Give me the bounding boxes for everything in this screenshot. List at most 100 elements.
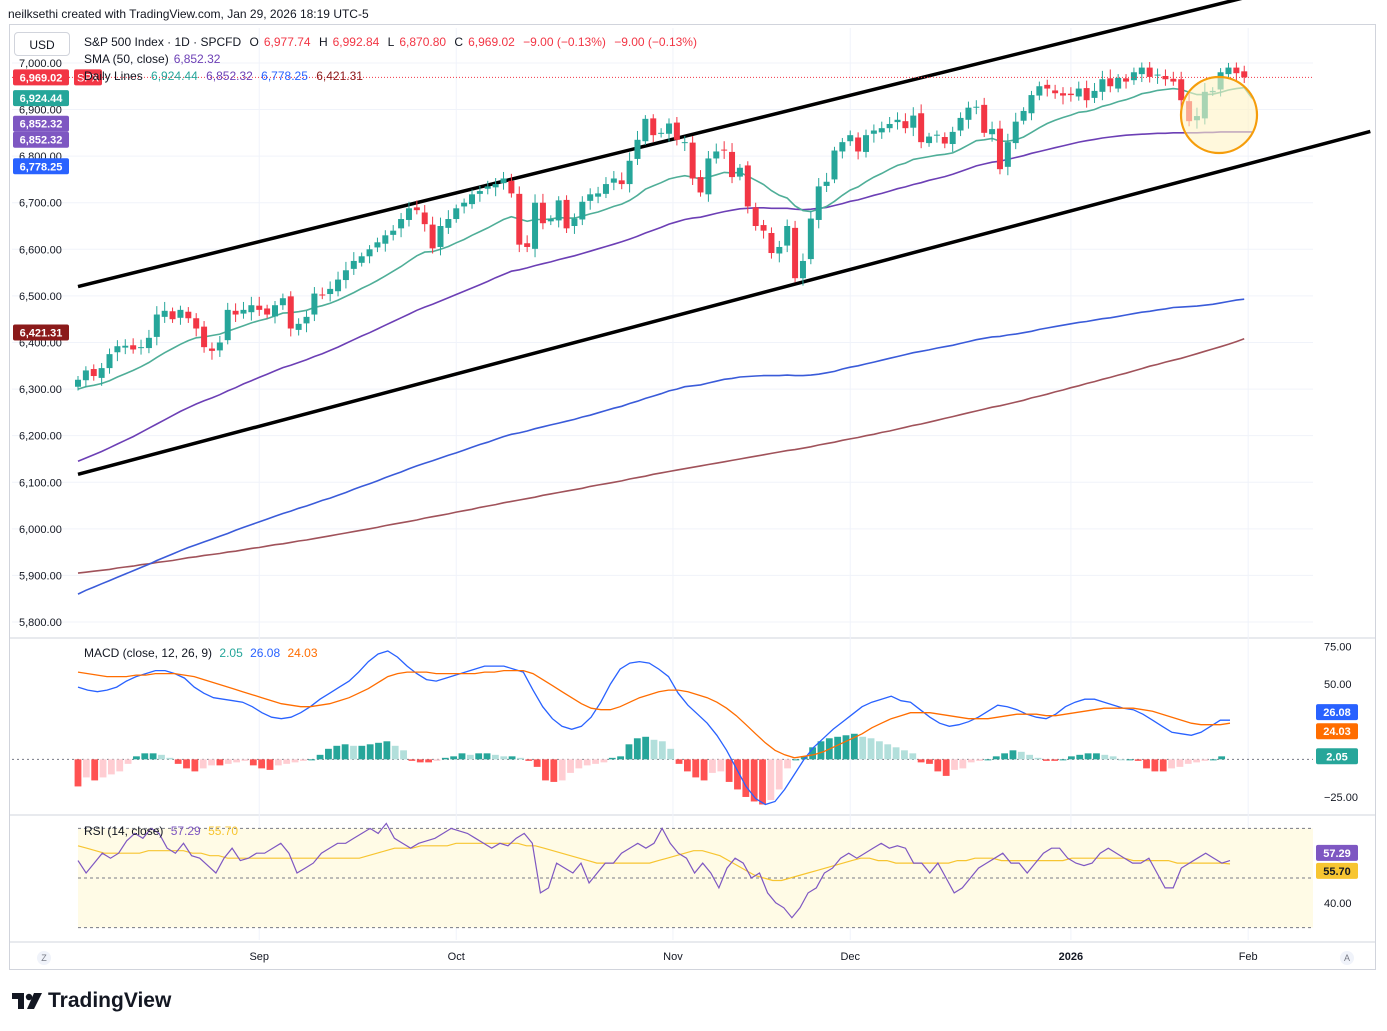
candle-body [1115,77,1122,89]
macd-histogram-bar [667,748,675,760]
macd-histogram-bar [575,759,583,769]
candle-body [784,226,791,246]
candle-body [650,118,657,136]
macd-legend[interactable]: MACD (close, 12, 26, 9) 2.05 26.08 24.03 [84,646,322,660]
macd-histogram-bar [107,759,115,775]
price-axis-tick: 6,700.00 [19,198,62,210]
macd-histogram-bar [984,759,992,761]
candle-body [941,137,948,144]
candle-body [721,149,728,151]
candle-body [256,305,263,310]
price-axis-tick: 6,100.00 [19,477,62,489]
candle-body [1138,67,1145,75]
candle-body [815,186,822,220]
sma-legend[interactable]: SMA (50, close) 6,852.32 [84,52,225,66]
macd-histogram-bar [625,744,633,760]
ohlc-high-key: H [318,35,328,49]
rsi-legend[interactable]: RSI (14, close) 57.29 55.70 [84,824,242,838]
macd-histogram-bar [350,745,357,760]
candle-body [177,309,184,318]
candle-body [673,122,680,140]
candle-body [626,160,633,185]
macd-histogram-bar [650,739,658,760]
macd-histogram-bar [316,754,324,760]
candle-body [1123,78,1130,82]
macd-histogram-bar [174,759,182,764]
candle-body [335,279,342,292]
candle-body [342,270,349,281]
candle-body [736,167,743,177]
zoom-button[interactable]: Z [37,951,51,965]
price-axis-tick: 6,300.00 [19,384,62,396]
macd-histogram-bar [483,753,491,760]
candle-body [996,128,1003,170]
candle-body [279,298,286,306]
candle-body [555,200,562,221]
macd-histogram-bar [558,759,566,781]
currency-button[interactable]: USD [14,32,70,56]
macd-histogram-bar [283,759,291,764]
macd-histogram-bar [709,759,716,773]
candle-body [437,226,444,247]
macd-histogram-bar [82,759,90,778]
candle-body [114,346,121,353]
macd-histogram-bar [291,759,299,763]
macd-histogram-bar [1034,757,1042,760]
macd-histogram-bar [1134,759,1142,761]
macd-histogram-bar [859,736,867,760]
macd-histogram-bar [967,759,975,763]
candle-body [1130,72,1137,81]
candle-body [484,186,491,189]
time-axis-tick: Nov [663,951,683,963]
candle-body [1241,71,1248,78]
macd-histogram-bar [1143,759,1150,769]
macd-histogram-bar [1042,759,1050,761]
candle-body [595,193,602,197]
macd-histogram-bar [633,738,641,760]
macd-histogram-bar [834,736,842,760]
macd-histogram-bar [1193,759,1201,763]
macd-histogram-bar [750,759,758,802]
candle-body [547,219,554,222]
daily-value-2: 6,852.32 [206,69,253,83]
daily-value-4: 6,421.31 [316,69,363,83]
candle-body [492,184,499,188]
macd-histogram-bar [550,759,558,782]
macd-histogram-bar [875,741,883,760]
rsi-value-tag-label: 57.29 [1323,848,1351,860]
macd-signal-line [77,669,1231,759]
candle-body [823,181,830,186]
time-axis-tick: Feb [1239,951,1258,963]
candle-body [910,115,917,128]
ohlc-close-key: C [454,35,464,49]
macd-histogram-bar [1151,759,1159,772]
macd-histogram-bar [525,759,533,761]
macd-value-tag [1316,748,1358,765]
candle-body [185,311,192,319]
auto-scale-button[interactable]: A [1340,951,1354,965]
time-axis-tick: 2026 [1059,951,1083,963]
macd-histogram-bar [299,759,307,761]
macd-histogram-bar [901,750,908,760]
candle-body [760,225,767,231]
candle-body [847,135,854,142]
macd-histogram-bar [884,744,892,760]
candle-body [666,123,672,134]
candle-body [429,224,436,249]
candle-body [382,235,389,244]
macd-histogram-bar [249,759,257,766]
candle-body [689,142,696,179]
candle-body [500,178,507,184]
candle-body [618,180,625,185]
macd-hist-value: 2.05 [219,646,243,660]
macd-histogram-bar [441,757,449,760]
main-legend: S&P 500 Index · 1D · SPCFD O 6,977.74 H 6,… [84,35,707,49]
daily-lines-legend[interactable]: Daily Lines 6,924.44 6,852.32 6,778.25 6… [84,69,368,83]
candle-body [571,218,578,227]
candle-body [1099,79,1106,92]
macd-histogram-bar [458,753,466,760]
macd-histogram-bar [124,759,132,764]
symbol-title[interactable]: S&P 500 Index · 1D · SPCFD [84,35,242,49]
ohlc-open-key: O [249,35,259,49]
